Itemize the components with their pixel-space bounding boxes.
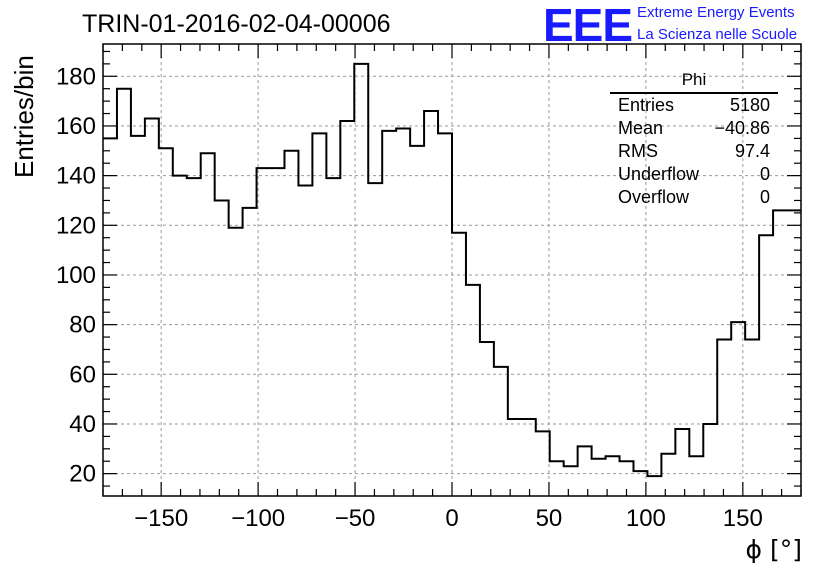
x-tick-label: −100	[231, 505, 285, 532]
stat-label: Mean	[618, 118, 664, 138]
stat-value: 5180	[729, 95, 770, 115]
x-axis-title: ϕ [°]	[746, 535, 802, 564]
stat-label: Entries	[618, 95, 675, 115]
y-tick-label: 60	[69, 361, 96, 388]
stat-value: 97.4	[734, 141, 770, 161]
statistics-box: Phi Entries 5180 Mean −40.86 RMS 97.4 Under…	[610, 70, 778, 209]
x-tick-label: 50	[536, 505, 563, 532]
histogram-series-phi	[103, 62, 801, 478]
stat-value: −40.86	[714, 118, 770, 138]
logo-line-2: La Scienza nelle Scuole	[637, 26, 798, 43]
y-tick-label: 100	[56, 262, 96, 289]
x-tick-label: 150	[723, 505, 763, 532]
x-tick-label: −50	[335, 505, 376, 532]
stats-title: Phi	[610, 70, 778, 94]
stat-value: 0	[759, 164, 770, 184]
y-tick-label: 80	[69, 312, 96, 339]
logo-line-1: Extreme Energy Events	[637, 4, 795, 21]
stat-row-underflow: Underflow 0	[610, 163, 778, 186]
stat-label: Overflow	[618, 187, 690, 207]
stat-row-overflow: Overflow 0	[610, 186, 778, 209]
stat-row-mean: Mean −40.86	[610, 117, 778, 140]
stat-label: Underflow	[618, 164, 700, 184]
x-tick-label: 100	[626, 505, 666, 532]
plot-title: TRIN-01-2016-02-04-00006	[82, 10, 391, 38]
y-tick-label: 160	[56, 113, 96, 140]
y-tick-label: 40	[69, 411, 96, 438]
y-tick-label: 20	[69, 461, 96, 488]
stat-label: RMS	[618, 141, 658, 161]
y-tick-label: 180	[56, 63, 96, 90]
axis-ticks	[102, 44, 802, 496]
stat-value: 0	[759, 187, 770, 207]
stat-row-entries: Entries 5180	[610, 94, 778, 117]
y-axis-title: Entries/bin	[9, 55, 39, 178]
stat-row-rms: RMS 97.4	[610, 140, 778, 163]
axis-tick-labels: −150 −100 −50 0 50 100 150 20 40 60 80 100 120 140 160…	[56, 63, 763, 532]
y-tick-label: 120	[56, 212, 96, 239]
x-tick-label: 0	[445, 505, 458, 532]
x-tick-label: −150	[134, 505, 188, 532]
y-tick-label: 140	[56, 163, 96, 190]
eee-logo: EEE	[543, 0, 633, 51]
